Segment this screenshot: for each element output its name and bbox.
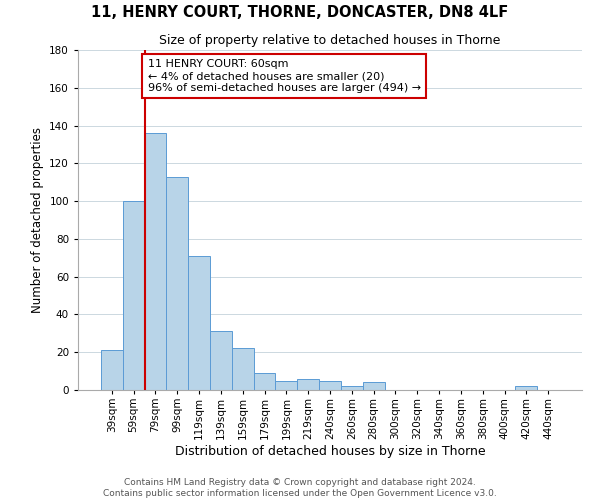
Bar: [145, 133, 166, 390]
Bar: [232, 348, 254, 390]
Bar: [363, 382, 385, 390]
Bar: [341, 386, 363, 390]
Bar: [188, 256, 210, 390]
Text: 11, HENRY COURT, THORNE, DONCASTER, DN8 4LF: 11, HENRY COURT, THORNE, DONCASTER, DN8 …: [91, 5, 509, 20]
Bar: [319, 380, 341, 390]
Bar: [254, 373, 275, 390]
Bar: [515, 386, 537, 390]
Text: 11 HENRY COURT: 60sqm
← 4% of detached houses are smaller (20)
96% of semi-detac: 11 HENRY COURT: 60sqm ← 4% of detached h…: [148, 60, 421, 92]
Bar: [297, 378, 319, 390]
Bar: [210, 332, 232, 390]
Bar: [101, 350, 123, 390]
Text: Contains HM Land Registry data © Crown copyright and database right 2024.
Contai: Contains HM Land Registry data © Crown c…: [103, 478, 497, 498]
Bar: [123, 201, 145, 390]
Bar: [166, 176, 188, 390]
Y-axis label: Number of detached properties: Number of detached properties: [31, 127, 44, 313]
X-axis label: Distribution of detached houses by size in Thorne: Distribution of detached houses by size …: [175, 444, 485, 458]
Bar: [275, 380, 297, 390]
Title: Size of property relative to detached houses in Thorne: Size of property relative to detached ho…: [160, 34, 500, 48]
